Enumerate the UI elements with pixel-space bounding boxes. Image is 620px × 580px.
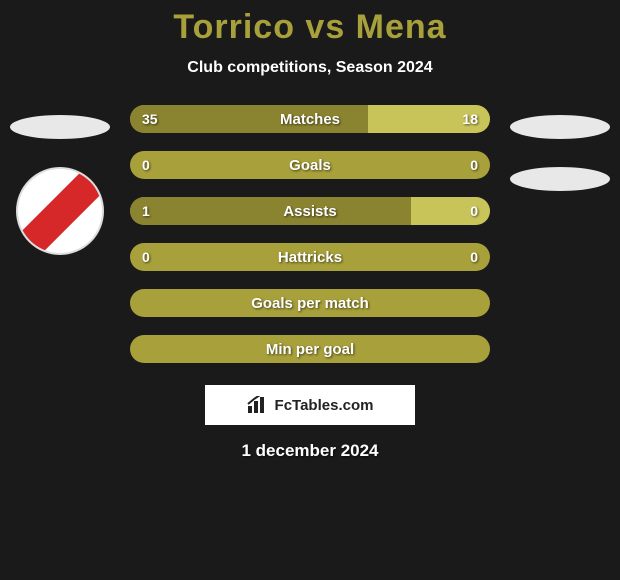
layout: 3518Matches 00Goals 10Assists 00Hattricks Go… — [0, 105, 620, 381]
comparison-card: Torrico vs Mena Club competitions, Seaso… — [0, 0, 620, 461]
attribution-text: FcTables.com — [275, 397, 374, 414]
season-subtitle: Club competitions, Season 2024 — [0, 59, 620, 77]
stat-row: 10Assists — [130, 197, 490, 225]
date-label: 1 december 2024 — [0, 441, 620, 461]
chart-icon — [247, 396, 269, 414]
right-club-placeholder — [510, 167, 610, 191]
left-club-badge — [16, 167, 104, 255]
left-player-column — [0, 105, 120, 381]
stat-row: 3518Matches — [130, 105, 490, 133]
left-player-nameplate — [10, 115, 110, 139]
stats-column: 3518Matches 00Goals 10Assists 00Hattricks Go… — [120, 105, 500, 381]
stat-label: Matches — [130, 105, 490, 133]
stat-label: Hattricks — [130, 243, 490, 271]
right-player-column — [500, 105, 620, 381]
page-title: Torrico vs Mena — [0, 8, 620, 47]
right-player-nameplate — [510, 115, 610, 139]
stat-row: Goals per match — [130, 289, 490, 317]
stat-label: Min per goal — [130, 335, 490, 363]
stat-label: Goals per match — [130, 289, 490, 317]
badge-sash — [16, 167, 104, 255]
attribution-badge: FcTables.com — [205, 385, 415, 425]
stat-label: Assists — [130, 197, 490, 225]
stat-row: Min per goal — [130, 335, 490, 363]
stat-row: 00Goals — [130, 151, 490, 179]
stat-row: 00Hattricks — [130, 243, 490, 271]
stat-label: Goals — [130, 151, 490, 179]
